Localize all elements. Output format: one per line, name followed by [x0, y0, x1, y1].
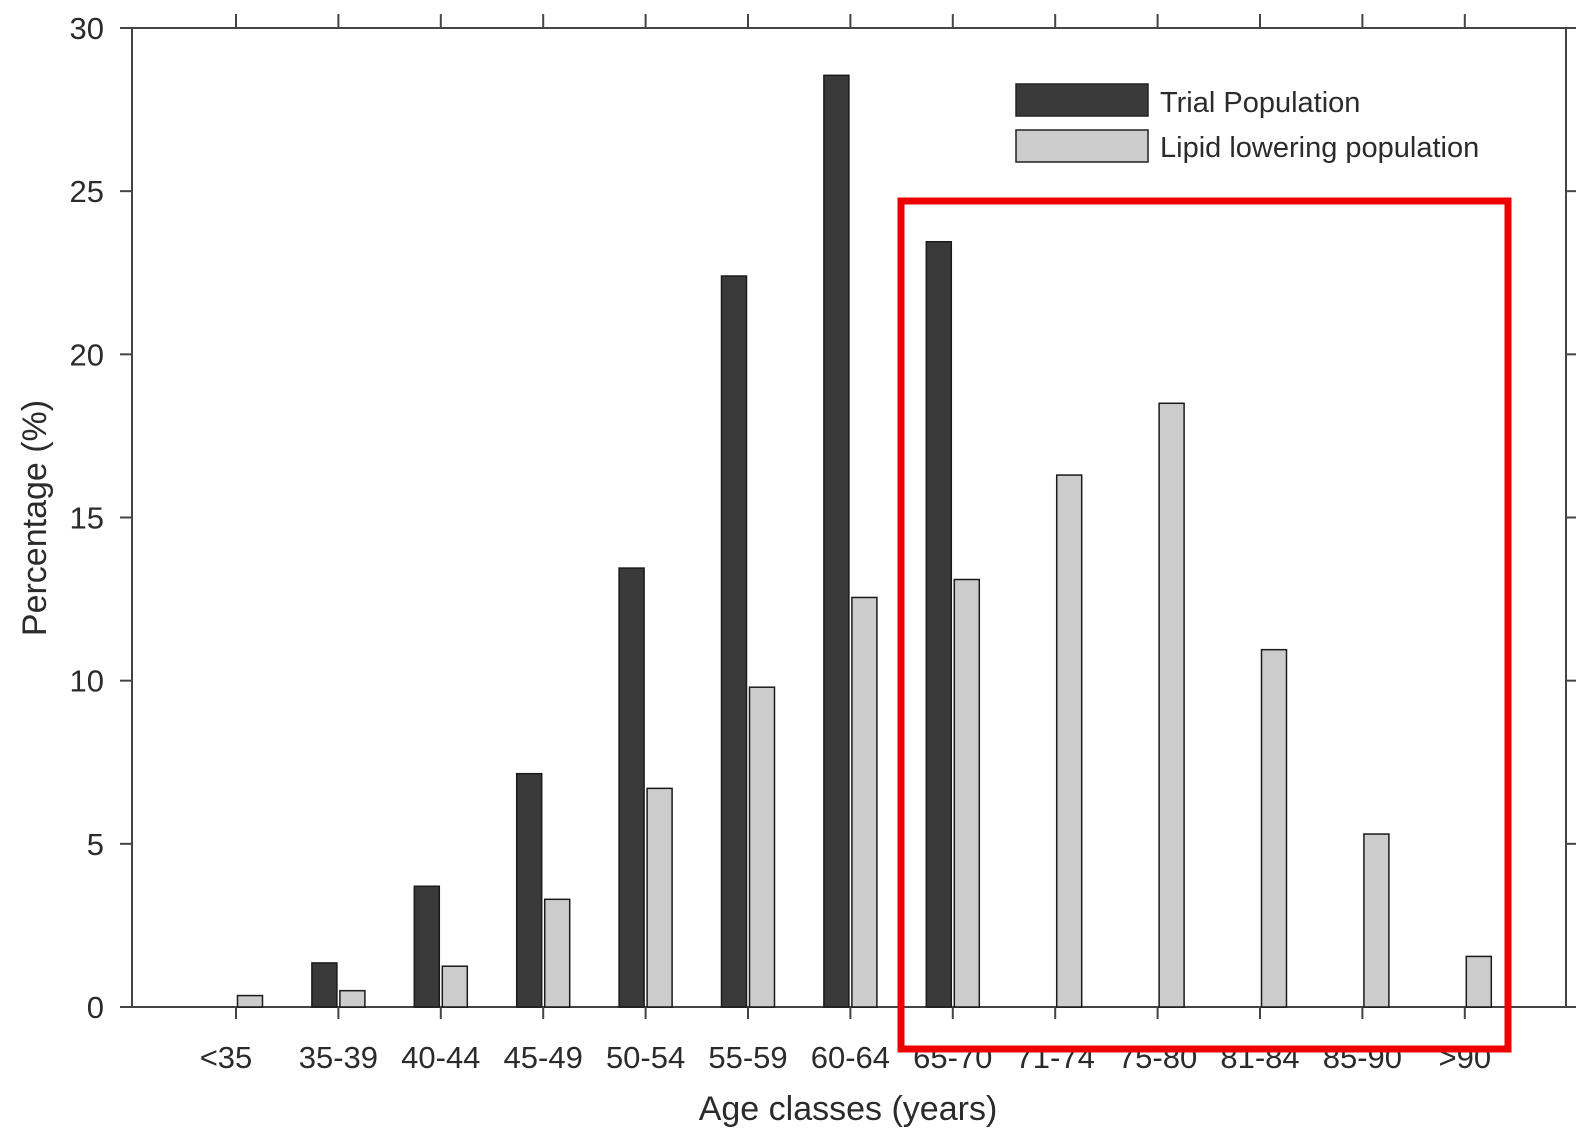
bars [236, 74, 1493, 1008]
y-tick-label: 5 [87, 827, 104, 862]
legend-swatch-lipid [1015, 129, 1149, 163]
bar-lipid-lowering [1465, 955, 1493, 1008]
x-tick-label: 85-90 [1323, 1040, 1402, 1075]
bar-lipid-lowering [1055, 474, 1083, 1008]
y-tick-label: 15 [70, 501, 104, 536]
legend-label-trial: Trial Population [1160, 87, 1360, 119]
x-tick-label: 71-74 [1016, 1040, 1095, 1075]
x-tick-label: 35-39 [299, 1040, 378, 1075]
y-tick-label: 25 [70, 174, 104, 209]
bar-trial-population [925, 240, 953, 1008]
bar-lipid-lowering [1363, 833, 1390, 1008]
x-axis-title: Age classes (years) [699, 1090, 998, 1128]
bar-lipid-lowering [851, 596, 878, 1008]
bar-lipid-lowering [646, 787, 673, 1008]
y-tick-label: 20 [70, 337, 104, 372]
bar-lipid-lowering [953, 578, 981, 1008]
bar-trial-population [618, 567, 645, 1008]
bar-lipid-lowering [748, 686, 776, 1008]
x-tick-label: 40-44 [401, 1040, 480, 1075]
x-tick-label: 55-59 [708, 1040, 787, 1075]
highlight-box [897, 197, 1512, 1053]
bar-trial-population [515, 772, 543, 1008]
legend: Trial Population Lipid lowering populati… [1015, 83, 1479, 164]
bar-lipid-lowering [543, 898, 571, 1008]
x-tick-label: 81-84 [1220, 1040, 1299, 1075]
legend-swatch-trial [1015, 83, 1149, 117]
y-tick-label: 0 [87, 990, 104, 1025]
bar-trial-population [311, 962, 338, 1008]
y-tick-label: 30 [70, 11, 104, 46]
bar-trial-population [823, 74, 850, 1008]
bar-lipid-lowering [1260, 648, 1288, 1008]
y-axis-title: Percentage (%) [16, 400, 54, 636]
bar-lipid-lowering [339, 989, 366, 1008]
x-tick-label: 45-49 [504, 1040, 583, 1075]
x-tick-label: 75-80 [1118, 1040, 1197, 1075]
bar-lipid-lowering [236, 994, 264, 1008]
bar-trial-population [720, 275, 748, 1008]
y-tick-label: 10 [70, 664, 104, 699]
legend-label-lipid: Lipid lowering population [1160, 132, 1479, 164]
x-tick-label: <35 [200, 1040, 253, 1075]
bar-trial-population [413, 885, 441, 1008]
x-tick-label: 65-70 [913, 1040, 992, 1075]
x-tick-label: >90 [1439, 1040, 1492, 1075]
bar-lipid-lowering [1158, 402, 1185, 1008]
x-tick-label: 60-64 [811, 1040, 890, 1075]
bar-lipid-lowering [441, 965, 469, 1008]
x-tick-label: 50-54 [606, 1040, 685, 1075]
